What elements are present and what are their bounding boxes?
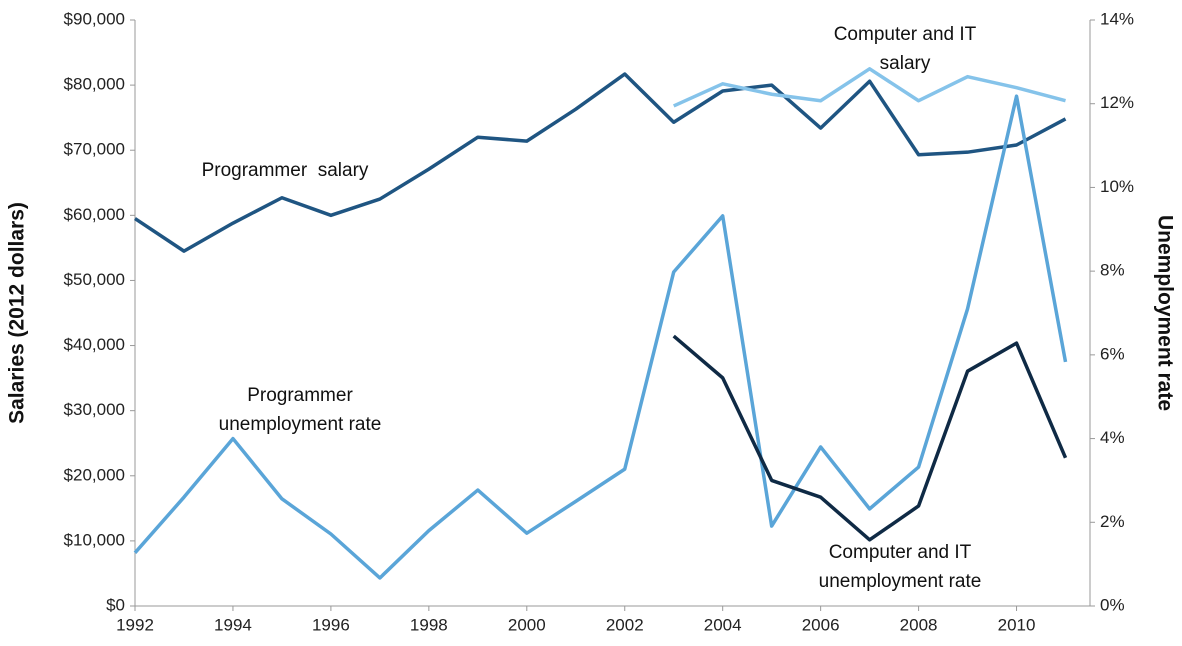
y-tick-label: $20,000: [64, 465, 125, 484]
x-tick-label: 2006: [802, 615, 840, 634]
series-line: [134, 72, 1067, 253]
y-tick-label: $10,000: [64, 530, 125, 549]
series-line: [672, 67, 1066, 108]
y-tick-label: $70,000: [64, 140, 125, 159]
y2-tick-label: 12%: [1100, 93, 1134, 112]
y2-axis-title: Unemployment rate: [1153, 215, 1176, 411]
y-tick-label: $60,000: [64, 205, 125, 224]
y2-tick-label: 0%: [1100, 595, 1125, 614]
y2-tick-label: 8%: [1100, 261, 1125, 280]
y-tick-label: $90,000: [64, 9, 125, 28]
x-tick-label: 2008: [900, 615, 938, 634]
y2-tick-label: 4%: [1100, 428, 1125, 447]
y2-tick-label: 2%: [1100, 512, 1125, 531]
x-tick-label: 1998: [410, 615, 448, 634]
annotation: Programmer salary: [202, 160, 369, 181]
annotation: unemployment rate: [819, 571, 982, 592]
y-tick-label: $40,000: [64, 335, 125, 354]
annotation: unemployment rate: [219, 414, 382, 435]
annotation: Computer and IT: [834, 24, 977, 45]
y2-tick-label: 6%: [1100, 344, 1125, 363]
y-tick-label: $80,000: [64, 75, 125, 94]
y2-tick-label: 10%: [1100, 177, 1134, 196]
x-tick-label: 2000: [508, 615, 546, 634]
y-tick-label: $30,000: [64, 400, 125, 419]
series-line: [672, 334, 1068, 542]
x-tick-label: 2010: [998, 615, 1036, 634]
x-tick-label: 2002: [606, 615, 644, 634]
x-tick-label: 2004: [704, 615, 742, 634]
annotation: Computer and IT: [829, 542, 972, 563]
y-tick-label: $50,000: [64, 270, 125, 289]
y-axis-title: Salaries (2012 dollars): [6, 202, 29, 424]
annotation: Programmer: [247, 385, 353, 406]
annotation: salary: [880, 53, 931, 74]
x-tick-label: 1994: [214, 615, 252, 634]
x-tick-label: 1996: [312, 615, 350, 634]
y2-tick-label: 14%: [1100, 9, 1134, 28]
y-tick-label: $0: [106, 595, 125, 614]
series-line: [133, 94, 1068, 580]
x-tick-label: 1992: [116, 615, 154, 634]
